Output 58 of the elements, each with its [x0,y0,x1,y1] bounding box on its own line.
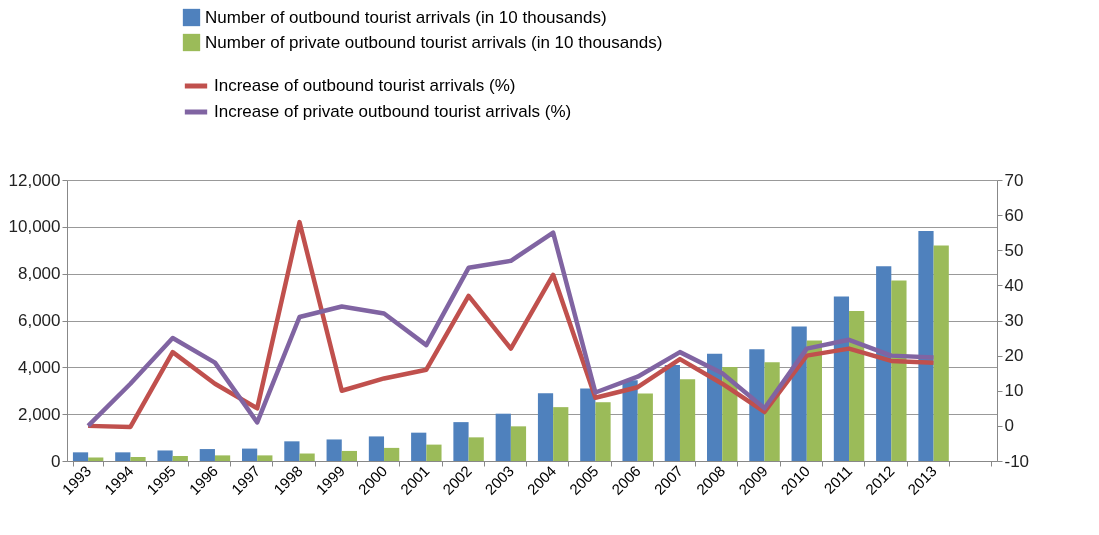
bar [537,393,554,461]
bar [453,422,469,461]
y2-tick-label: 50 [1004,240,1024,260]
bar [341,450,357,461]
bar [199,449,215,461]
y2-tick-label: 0 [1004,416,1014,436]
bar [918,231,934,461]
bar [891,280,907,461]
bar [130,457,146,461]
bar [326,439,342,461]
bar [214,455,231,461]
y2-tick-label: -10 [1004,451,1030,471]
y-tick-label: 2,000 [17,404,61,424]
bar [876,266,892,461]
bar [299,453,315,461]
bar [933,245,949,461]
y-tick-label: 12,000 [8,170,61,190]
y2-tick-label: 70 [1004,170,1024,190]
bar [88,457,104,461]
bar [664,364,680,461]
bar [257,455,273,461]
y-tick-label: 4,000 [17,357,61,377]
bar [495,413,511,461]
y2-tick-label: 20 [1004,346,1024,366]
bar [833,296,850,461]
bar [806,340,822,461]
bar [284,441,300,461]
legend-label: Increase of outbound tourist arrivals (%) [214,76,516,95]
bar [368,436,385,461]
y-tick-label: 0 [51,451,61,471]
bar [242,448,258,461]
legend-label: Increase of private outbound tourist arrivals (%) [214,102,572,121]
bar [468,437,484,461]
y-tick-label: 10,000 [8,217,61,237]
bar [679,379,696,461]
bar [622,380,638,461]
bar [849,310,865,461]
bar [553,407,569,461]
bar [72,452,89,461]
bar [157,450,173,461]
y-tick-label: 8,000 [17,264,61,284]
bar [580,388,596,461]
bar [426,444,442,461]
bar [595,402,611,461]
bar [510,426,527,461]
y-tick-label: 6,000 [17,311,61,330]
y2-tick-label: 60 [1004,205,1024,225]
legend-label: Number of outbound tourist arrivals (in 10 thousands) [205,7,607,27]
bar [411,432,427,461]
bar [115,452,131,461]
y2-tick-label: 10 [1004,381,1024,401]
bar [637,393,653,461]
bar [384,447,400,461]
y2-tick-label: 40 [1004,275,1024,295]
y2-tick-label: 30 [1004,311,1024,330]
bar [172,456,188,461]
bar [749,349,765,461]
legend-label: Number of private outbound tourist arrivals (in 10 thousands) [205,32,663,52]
